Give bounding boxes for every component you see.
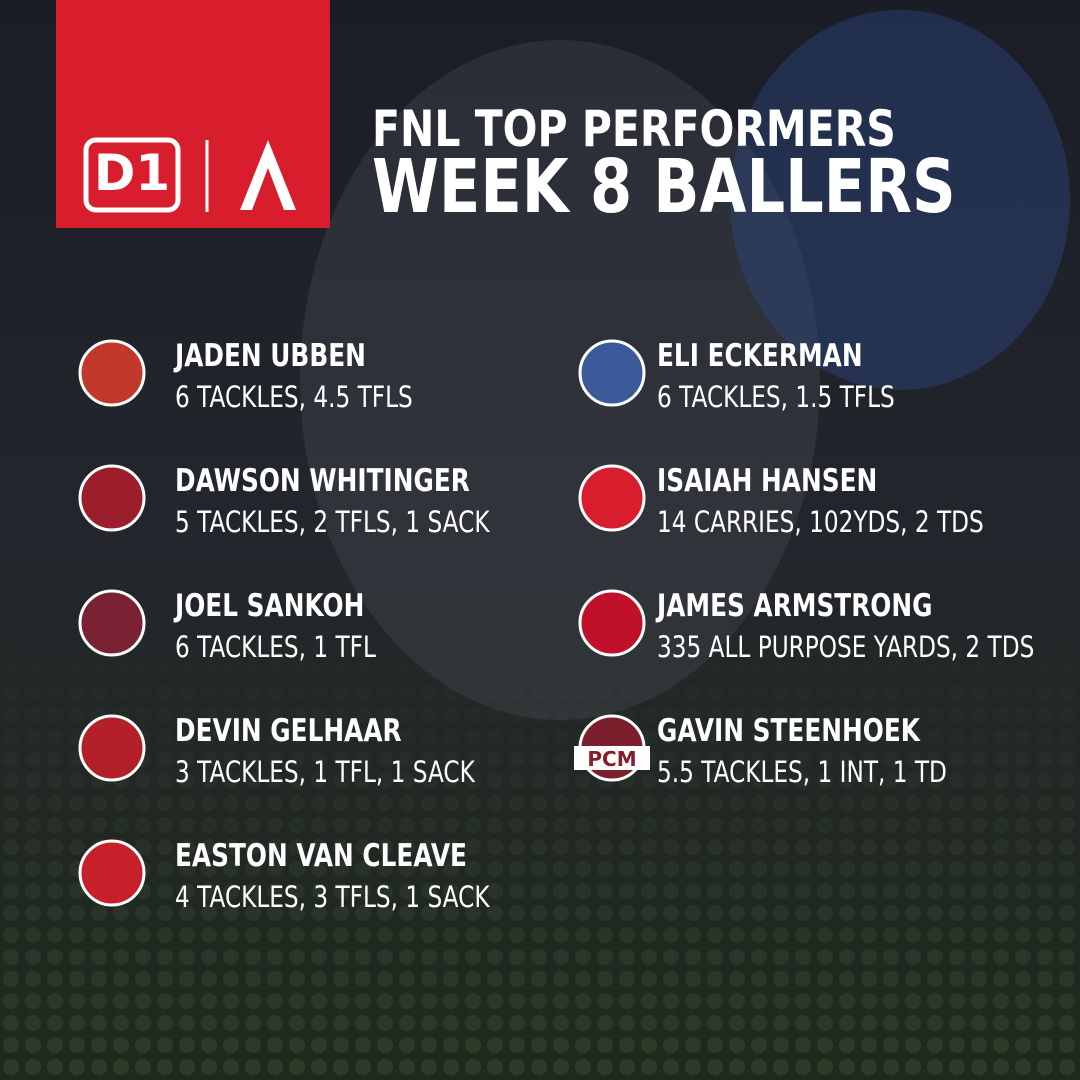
player-entry: EASTON VAN CLEAVE 4 TACKLES, 3 TFLS, 1 SA… (78, 837, 490, 915)
player-entry: JOEL SANKOH 6 TACKLES, 1 TFL (78, 587, 376, 665)
brand-text: D1 (94, 144, 170, 202)
field-dots (0, 600, 1080, 1080)
player-stat: 6 TACKLES, 1 TFL (175, 632, 376, 665)
player-stat: 5 TACKLES, 2 TFLS, 1 SACK (175, 507, 490, 540)
team-logo (78, 839, 146, 907)
player-name: EASTON VAN CLEAVE (175, 837, 467, 873)
player-entry: ELI ECKERMAN 6 TACKLES, 1.5 TFLS (578, 337, 895, 415)
player-text: GAVIN STEENHOEK 5.5 TACKLES, 1 INT, 1 TD (657, 712, 947, 789)
player-name: DEVIN GELHAAR (175, 712, 402, 748)
team-logo-text: PCM (587, 747, 636, 771)
team-logo (578, 589, 646, 657)
team-logo (78, 339, 146, 407)
player-stat: 335 ALL PURPOSE YARDS, 2 TDS (657, 632, 1034, 665)
player-stat: 4 TACKLES, 3 TFLS, 1 SACK (175, 882, 490, 915)
player-entry: ISAIAH HANSEN 14 CARRIES, 102YDS, 2 TDS (578, 462, 984, 540)
player-name: GAVIN STEENHOEK (657, 712, 921, 748)
player-stat: 14 CARRIES, 102YDS, 2 TDS (657, 507, 984, 540)
team-logo (78, 464, 146, 532)
player-stat: 6 TACKLES, 4.5 TFLS (175, 382, 413, 415)
player-entry: JAMES ARMSTRONG 335 ALL PURPOSE YARDS, 2 … (578, 587, 1034, 665)
team-logo (78, 714, 146, 782)
player-name: ISAIAH HANSEN (657, 462, 877, 498)
player-text: DEVIN GELHAAR 3 TACKLES, 1 TFL, 1 SACK (175, 712, 476, 789)
player-name: JOEL SANKOH (173, 587, 364, 623)
player-text: ELI ECKERMAN 6 TACKLES, 1.5 TFLS (657, 337, 895, 414)
title-line1: FNL TOP PERFORMERS (372, 100, 896, 158)
player-stat: 6 TACKLES, 1.5 TFLS (657, 382, 895, 415)
player-name: JAMES ARMSTRONG (655, 587, 932, 623)
player-text: JOEL SANKOH 6 TACKLES, 1 TFL (173, 587, 376, 664)
player-name: JADEN UBBEN (173, 337, 366, 373)
team-logo-banner (574, 746, 650, 770)
player-entry: DEVIN GELHAAR 3 TACKLES, 1 TFL, 1 SACK (78, 712, 476, 790)
player-stat: 5.5 TACKLES, 1 INT, 1 TD (657, 757, 947, 790)
player-entry: JADEN UBBEN 6 TACKLES, 4.5 TFLS (78, 337, 413, 415)
team-logo (578, 339, 646, 407)
brand-mark (83, 137, 181, 213)
player-stat: 3 TACKLES, 1 TFL, 1 SACK (175, 757, 476, 790)
player-text: JAMES ARMSTRONG 335 ALL PURPOSE YARDS, 2 … (655, 587, 1034, 664)
brand-logo (240, 140, 296, 210)
player-list: JADEN UBBEN 6 TACKLES, 4.5 TFLS DAWSON WHI… (78, 337, 1034, 915)
player-text: DAWSON WHITINGER 5 TACKLES, 2 TFLS, 1 SAC… (175, 462, 490, 539)
player-text: EASTON VAN CLEAVE 4 TACKLES, 3 TFLS, 1 SA… (175, 837, 490, 914)
player-text: ISAIAH HANSEN 14 CARRIES, 102YDS, 2 TDS (657, 462, 984, 539)
player-text: JADEN UBBEN 6 TACKLES, 4.5 TFLS (173, 337, 413, 414)
team-logo (578, 464, 646, 532)
team-logo (78, 589, 146, 657)
player-silhouette (300, 40, 820, 720)
title-line2: WEEK 8 BALLERS (372, 143, 956, 229)
player-silhouette (730, 10, 1070, 390)
player-entry: PCM GAVIN STEENHOEK 5.5 TACKLES, 1 INT, 1 … (574, 712, 947, 790)
player-entry: DAWSON WHITINGER 5 TACKLES, 2 TFLS, 1 SAC… (78, 462, 490, 540)
player-name: DAWSON WHITINGER (175, 462, 470, 498)
player-name: ELI ECKERMAN (657, 337, 863, 373)
